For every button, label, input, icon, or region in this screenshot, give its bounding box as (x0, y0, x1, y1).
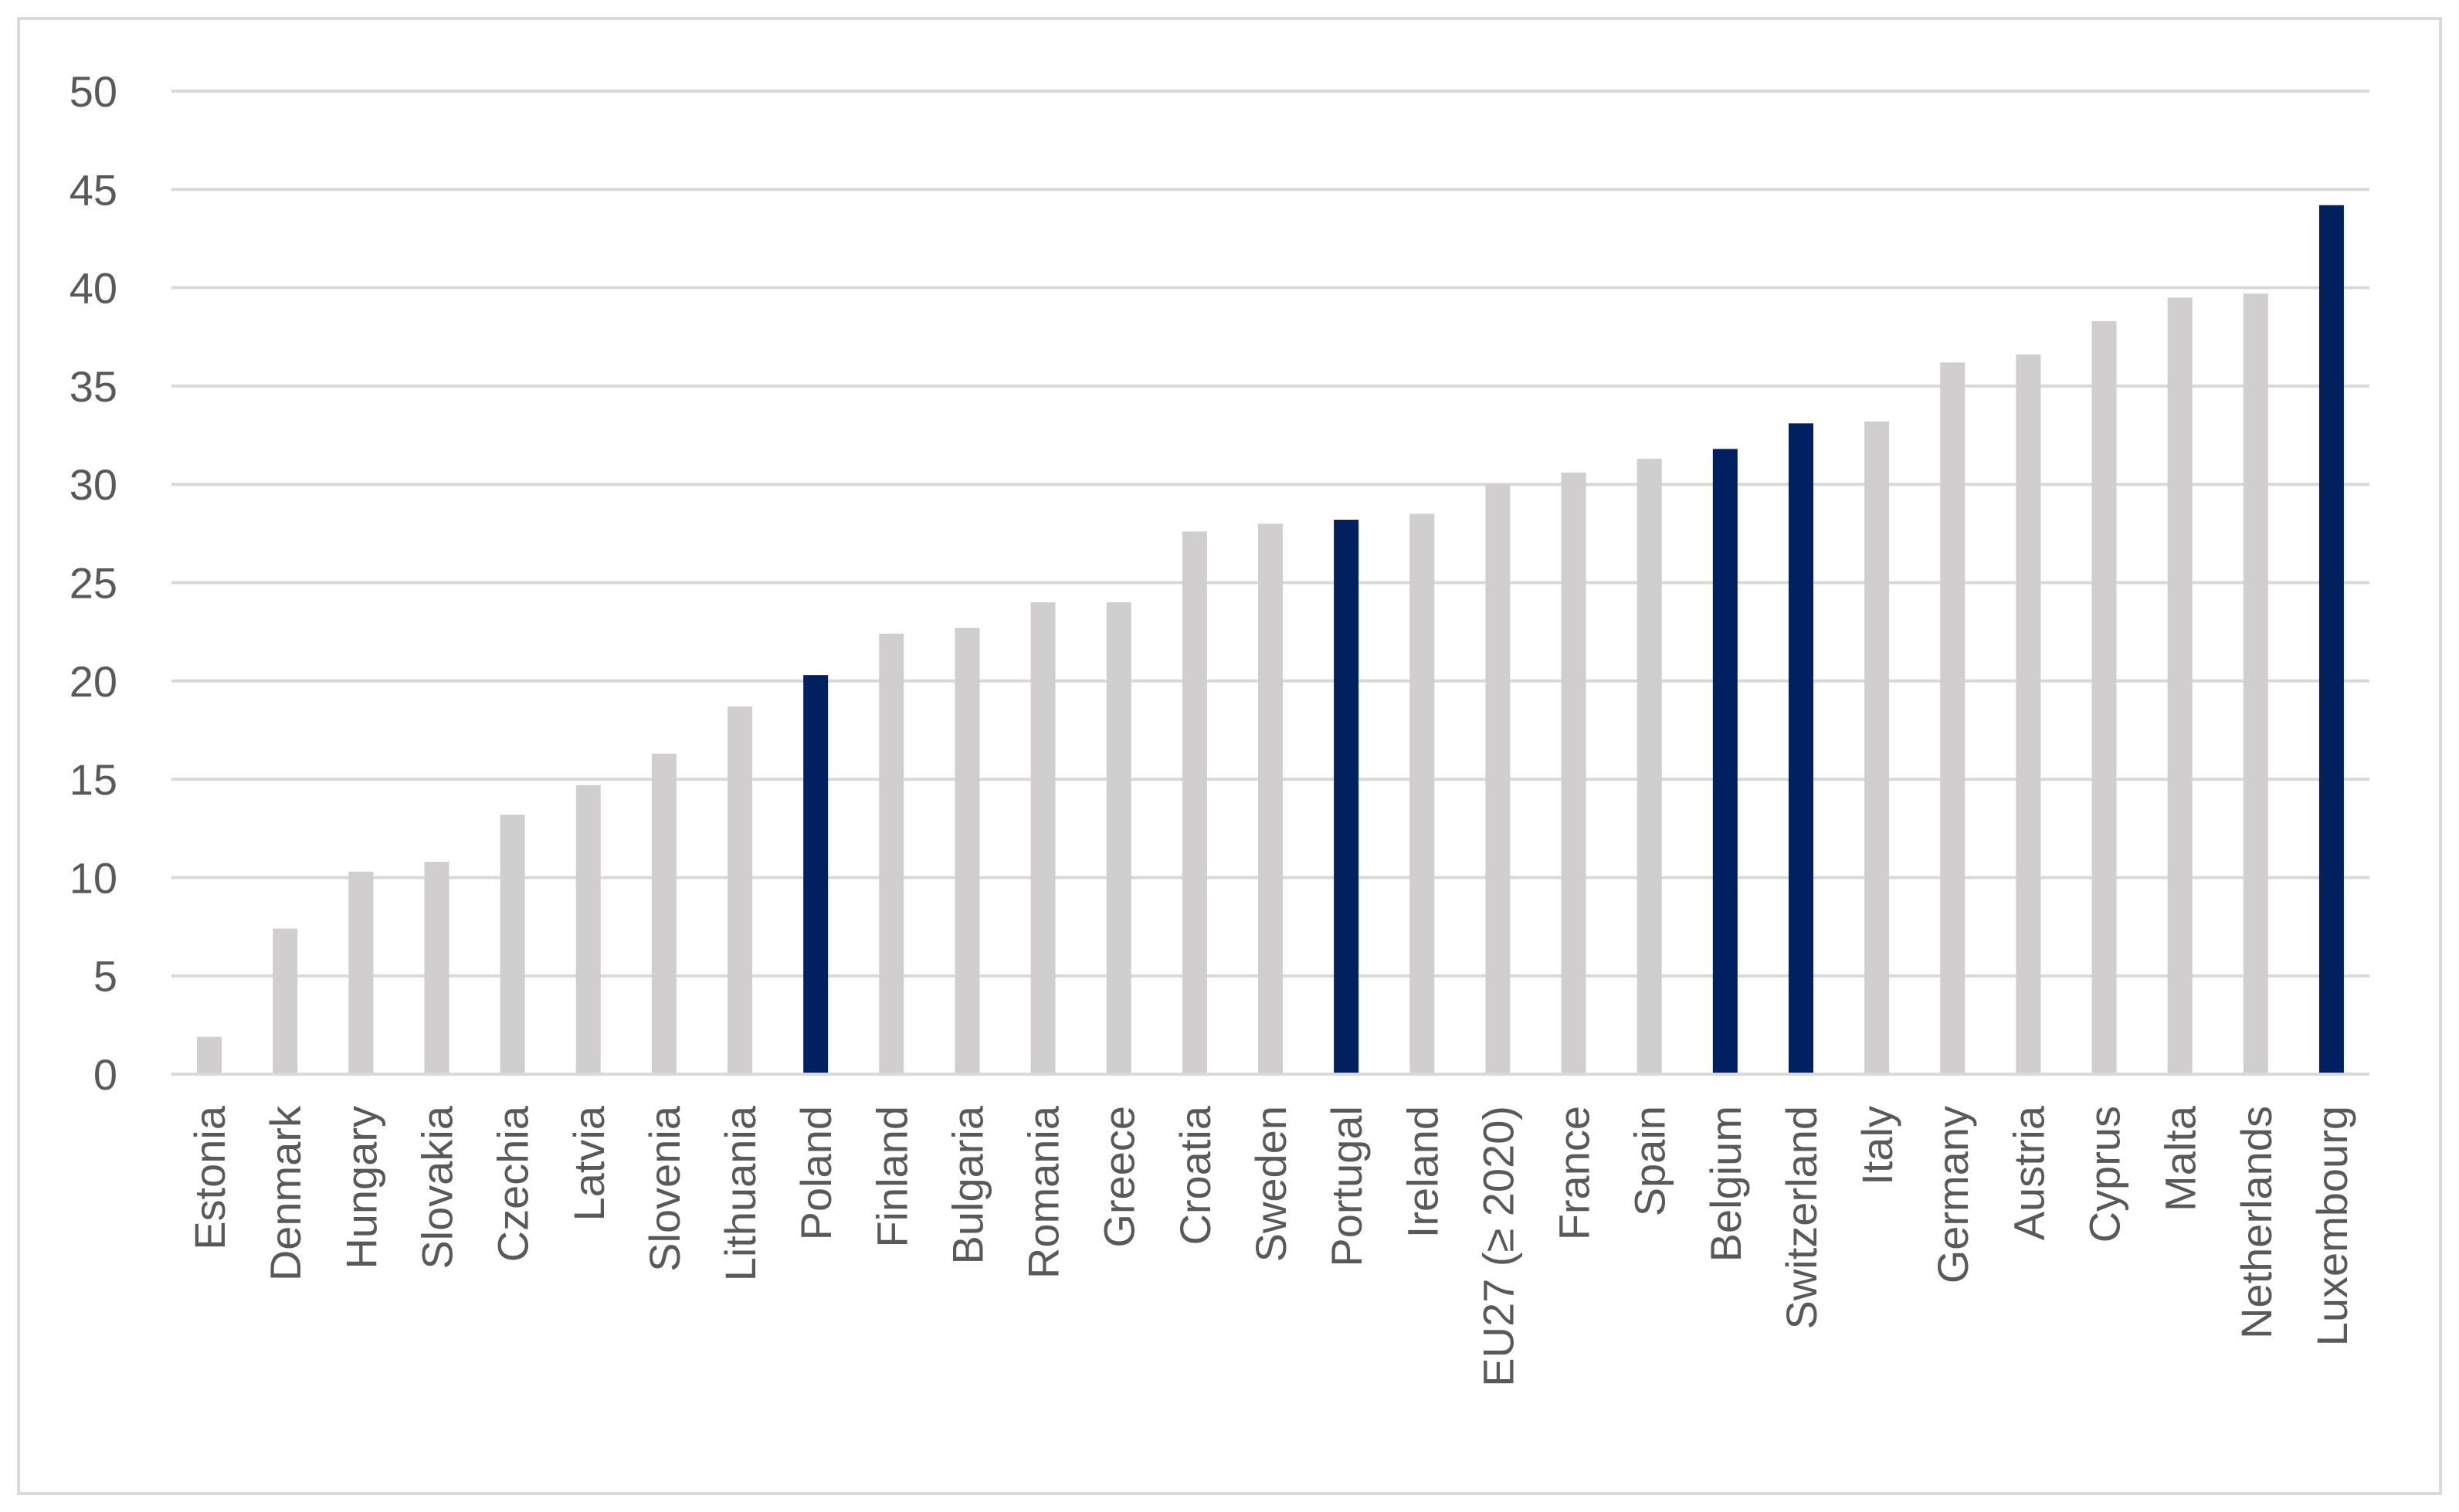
x-tick-label-latvia: Latvia (565, 1105, 613, 1221)
bar-finland (879, 633, 904, 1074)
bar-germany (1940, 362, 1966, 1074)
y-tick-label-20: 20 (70, 657, 117, 706)
bars (197, 205, 2344, 1075)
bar-slovenia (651, 754, 677, 1074)
x-tick-label-lithuania: Lithuania (716, 1105, 765, 1281)
bar-france (1561, 472, 1586, 1074)
bar-slovakia (424, 862, 449, 1074)
bar-estonia (197, 1036, 222, 1074)
x-tick-label-finland: Finland (867, 1106, 916, 1248)
x-axis-category-labels: Estonia Denmark Hungary Slovakia Czechia Latv… (185, 1105, 2356, 1387)
x-tick-label-greece: Greece (1095, 1106, 1144, 1248)
bar-bulgaria (955, 628, 980, 1074)
bar-luxembourg (2318, 205, 2344, 1075)
bar-ireland (1409, 514, 1435, 1074)
x-tick-label-romania: Romania (1019, 1105, 1068, 1279)
bar-switzerland (1788, 423, 1813, 1074)
bar-hungary (348, 871, 374, 1074)
x-tick-label-portugal: Portugal (1322, 1106, 1371, 1267)
y-tick-label-35: 35 (70, 362, 117, 411)
x-tick-label-slovakia: Slovakia (412, 1105, 461, 1270)
x-tick-label-bulgaria: Bulgaria (943, 1105, 992, 1264)
x-tick-label-eu27-2020: EU27 (≥ 2020) (1474, 1106, 1522, 1387)
y-tick-label-5: 5 (93, 952, 117, 1001)
x-tick-label-sweden: Sweden (1246, 1106, 1295, 1262)
bar-eu27-2020 (1485, 484, 1511, 1074)
bar-austria (2016, 354, 2041, 1074)
bar-czechia (500, 814, 525, 1074)
x-tick-label-spain: Spain (1626, 1106, 1674, 1216)
bar-latvia (575, 785, 601, 1074)
bar-malta (2167, 297, 2193, 1075)
x-tick-label-ireland: Ireland (1398, 1106, 1447, 1238)
bar-cyprus (2091, 320, 2117, 1075)
x-tick-label-switzerland: Switzerland (1777, 1106, 1826, 1329)
x-tick-label-czechia: Czechia (489, 1105, 538, 1262)
x-tick-label-poland: Poland (792, 1106, 840, 1240)
x-tick-label-belgium: Belgium (1701, 1106, 1750, 1262)
y-tick-label-15: 15 (70, 755, 117, 804)
bar-croatia (1182, 531, 1207, 1074)
y-tick-label-25: 25 (70, 559, 117, 608)
x-tick-label-germany: Germany (1928, 1106, 1977, 1283)
y-tick-label-50: 50 (70, 67, 117, 116)
bar-poland (803, 675, 829, 1074)
x-tick-label-france: France (1550, 1106, 1599, 1240)
x-tick-label-hungary: Hungary (337, 1106, 385, 1270)
x-tick-label-austria: Austria (2004, 1105, 2053, 1240)
x-tick-label-italy: Italy (1853, 1106, 1901, 1185)
gridlines (171, 90, 2369, 978)
bar-belgium (1712, 449, 1738, 1074)
y-axis-tick-labels: 0 5 10 15 20 25 30 35 40 45 50 (70, 67, 117, 1099)
y-tick-label-40: 40 (70, 264, 117, 313)
x-tick-label-luxembourg: Luxembourg (2308, 1106, 2356, 1346)
bar-portugal (1334, 520, 1359, 1074)
y-tick-label-10: 10 (70, 853, 117, 902)
y-tick-label-45: 45 (70, 165, 117, 214)
x-tick-label-netherlands: Netherlands (2232, 1106, 2281, 1339)
bar-sweden (1258, 524, 1283, 1074)
bar-lithuania (728, 706, 753, 1074)
x-tick-label-slovenia: Slovenia (640, 1105, 689, 1272)
bar-greece (1106, 602, 1131, 1074)
bar-netherlands (2243, 293, 2268, 1074)
bar-romania (1030, 602, 1056, 1074)
x-tick-label-cyprus: Cyprus (2081, 1106, 2129, 1242)
bar-italy (1864, 421, 1890, 1074)
x-tick-label-malta: Malta (2156, 1105, 2205, 1212)
y-tick-label-0: 0 (93, 1050, 117, 1099)
x-tick-label-denmark: Denmark (261, 1105, 310, 1281)
x-tick-label-estonia: Estonia (185, 1105, 234, 1250)
bar-spain (1637, 459, 1662, 1074)
x-tick-label-croatia: Croatia (1171, 1105, 1219, 1245)
bar-denmark (273, 928, 298, 1074)
y-tick-label-30: 30 (70, 460, 117, 509)
